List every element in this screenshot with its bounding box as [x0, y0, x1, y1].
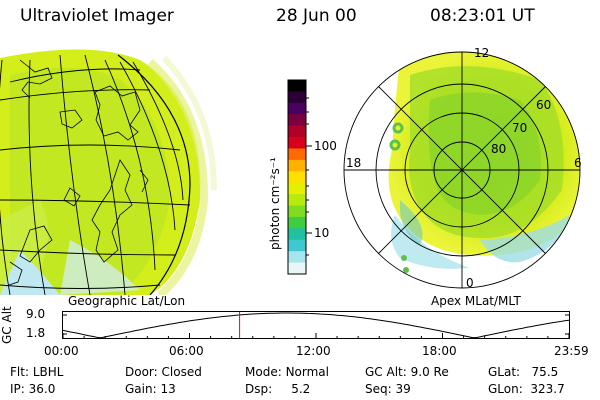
- info-gain: Gain: 13: [125, 382, 176, 396]
- colorbar-tick-10: 10: [314, 226, 330, 240]
- info-dsp: Dsp: 5.2: [245, 382, 311, 396]
- colorbar-cell: [288, 194, 306, 207]
- geographic-panel-label: Geographic Lat/Lon: [68, 294, 186, 308]
- timeline-ytick-9: 9.0: [26, 307, 46, 321]
- mlt-label-12: 12: [474, 46, 490, 60]
- timeline-axis-title: GC Alt: [0, 306, 14, 344]
- colorbar-unit-label: photon cm⁻²s⁻¹: [268, 157, 282, 250]
- info-seq: Seq: 39: [365, 382, 411, 396]
- info-flt: Flt: LBHL: [10, 365, 64, 379]
- mlat-label-60: 60: [536, 98, 552, 112]
- colorbar-cell: [288, 137, 306, 149]
- timeline-xtick-1200: 12:00: [296, 344, 331, 358]
- info-ip: IP: 36.0: [10, 382, 56, 396]
- mlat-label-70: 70: [512, 121, 528, 135]
- altitude-curve: [62, 312, 570, 339]
- colorbar-cell: [288, 239, 306, 252]
- polar-plot: [343, 51, 581, 289]
- colorbar-cell: [288, 80, 306, 92]
- colorbar-cell: [288, 91, 306, 104]
- colorbar-cell: [288, 171, 306, 184]
- colorbar-cell: [288, 251, 306, 264]
- timeline-xtick-0000: 00:00: [44, 344, 79, 358]
- colorbar-scale: [288, 80, 306, 275]
- colorbar: [287, 79, 312, 275]
- info-door: Door: Closed: [125, 365, 202, 379]
- colorbar-cell: [288, 216, 306, 229]
- colorbar-tick-100: 100: [314, 139, 337, 153]
- mlt-label-18: 18: [346, 156, 362, 170]
- colorbar-cell: [288, 125, 306, 138]
- colorbar-cell: [288, 262, 306, 275]
- apex-panel-label: Apex MLat/MLT: [431, 294, 521, 308]
- colorbar-cell: [288, 148, 306, 161]
- timeline-xtick-2359: 23:59: [554, 344, 589, 358]
- altitude-timeline: [62, 311, 570, 339]
- image-date: 28 Jun 00: [276, 6, 357, 26]
- colorbar-cell: [288, 102, 306, 115]
- mlt-label-6: 6: [574, 156, 582, 170]
- image-time: 08:23:01 UT: [430, 6, 535, 26]
- colorbar-cell: [288, 182, 306, 195]
- info-glon: GLon: 323.7: [488, 382, 565, 396]
- info-glat: GLat: 75.5: [488, 365, 559, 379]
- colorbar-cell: [288, 205, 306, 218]
- colorbar-cell: [288, 114, 306, 127]
- colorbar-cell: [288, 228, 306, 241]
- mlat-label-80: 80: [491, 142, 507, 156]
- instrument-title: Ultraviolet Imager: [20, 6, 174, 26]
- geographic-globe: [0, 49, 217, 295]
- mlt-label-0: 0: [466, 276, 474, 290]
- colorbar-cell: [288, 159, 306, 172]
- info-gc-alt: GC Alt: 9.0 Re: [365, 365, 449, 379]
- timeline-axis-title-wrap: GC Alt: [0, 306, 14, 346]
- timeline-xtick-1800: 18:00: [422, 344, 457, 358]
- timeline-xtick-0600: 06:00: [169, 344, 204, 358]
- timeline-ytick-1-8: 1.8: [26, 326, 46, 340]
- info-mode: Mode: Normal: [245, 365, 329, 379]
